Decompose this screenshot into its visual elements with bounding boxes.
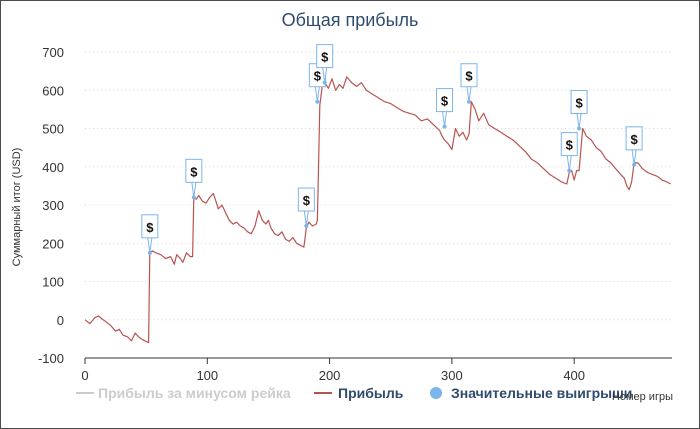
y-tick-label: 300 [42, 198, 64, 213]
big-win-marker[interactable]: $ [570, 90, 588, 131]
flag-box [297, 187, 315, 212]
flag-box [460, 63, 478, 88]
y-axis-title: Суммарный итог (USD) [11, 148, 23, 267]
legend-big-wins-circle-icon [430, 387, 442, 399]
big-win-point [322, 80, 327, 85]
y-tick-label: 200 [42, 236, 64, 251]
legend-rake-label: Прибыль за минусом рейка [98, 385, 291, 401]
big-win-point [191, 195, 196, 200]
legend-profit-label: Прибыль [338, 385, 404, 401]
flag-pointer [191, 182, 197, 198]
big-win-point [466, 99, 471, 104]
flag-pointer [566, 155, 572, 171]
big-win-marker[interactable]: $ [185, 158, 203, 200]
big-win-point [567, 168, 572, 173]
series-line-1[interactable] [84, 76, 672, 344]
x-axis-ticks: 0 100 200 300 400 [81, 358, 585, 383]
flag-dollar-icon: $ [303, 193, 311, 208]
y-tick-label: -100 [38, 351, 64, 366]
series-layer [84, 76, 672, 344]
big-win-marker[interactable]: $ [560, 132, 578, 173]
flag-box [625, 126, 643, 151]
marker-layer: $ $ $ $ $ $ $ $ $ $ [141, 44, 643, 255]
x-tick-label: 300 [441, 368, 463, 383]
big-win-point [315, 99, 320, 104]
flag-dollar-icon: $ [314, 69, 322, 84]
flag-dollar-icon: $ [321, 50, 329, 65]
big-win-marker[interactable]: $ [436, 88, 454, 129]
flag-dollar-icon: $ [566, 138, 574, 153]
flag-dollar-icon: $ [575, 96, 583, 111]
big-win-marker[interactable]: $ [297, 187, 315, 229]
big-win-point [304, 224, 309, 229]
flag-dollar-icon: $ [465, 69, 473, 84]
big-win-point [577, 126, 582, 131]
x-tick-label: 400 [563, 368, 585, 383]
flag-box [570, 90, 588, 114]
legend-item-rake[interactable]: Прибыль за минусом рейка [76, 385, 291, 401]
flag-pointer [442, 111, 448, 127]
y-tick-label: 600 [42, 83, 64, 98]
y-tick-label: 100 [42, 275, 64, 290]
flag-dollar-icon: $ [146, 220, 154, 235]
y-tick-label: 700 [42, 45, 64, 60]
big-win-marker[interactable]: $ [308, 63, 326, 104]
big-win-point [632, 162, 637, 167]
flag-pointer [466, 86, 472, 102]
big-win-marker[interactable]: $ [460, 63, 478, 104]
legend-item-profit[interactable]: Прибыль [314, 385, 404, 401]
legend-big-wins-label: Значительные выигрыши [451, 385, 632, 401]
y-axis-ticks: -100 0 100 200 300 400 500 600 700 [38, 45, 64, 366]
flag-box [185, 158, 203, 183]
big-win-marker[interactable]: $ [625, 126, 643, 167]
flag-box [560, 132, 578, 157]
legend-item-big-wins[interactable]: Значительные выигрыши [430, 385, 632, 401]
y-tick-label: 0 [57, 313, 64, 328]
big-win-marker[interactable]: $ [316, 44, 334, 85]
flag-box [436, 88, 454, 113]
flag-dollar-icon: $ [441, 94, 449, 109]
x-tick-label: 200 [319, 368, 341, 383]
x-axis-title: Номер игры [612, 391, 673, 403]
y-tick-label: 500 [42, 122, 64, 137]
flag-dollar-icon: $ [630, 132, 638, 147]
big-win-marker[interactable]: $ [141, 214, 159, 255]
flag-dollar-icon: $ [190, 164, 198, 179]
big-win-point [442, 124, 447, 129]
big-win-point [147, 250, 152, 255]
x-tick-label: 100 [196, 368, 218, 383]
flag-pointer [147, 237, 153, 253]
flag-pointer [314, 86, 320, 102]
chart-title: Общая прибыль [282, 10, 419, 30]
y-tick-label: 400 [42, 160, 64, 175]
x-tick-label: 0 [81, 368, 88, 383]
flag-box [141, 214, 159, 239]
flag-pointer [576, 113, 582, 129]
legend: Прибыль за минусом рейка Прибыль Значите… [76, 385, 632, 401]
flag-box [316, 44, 334, 69]
